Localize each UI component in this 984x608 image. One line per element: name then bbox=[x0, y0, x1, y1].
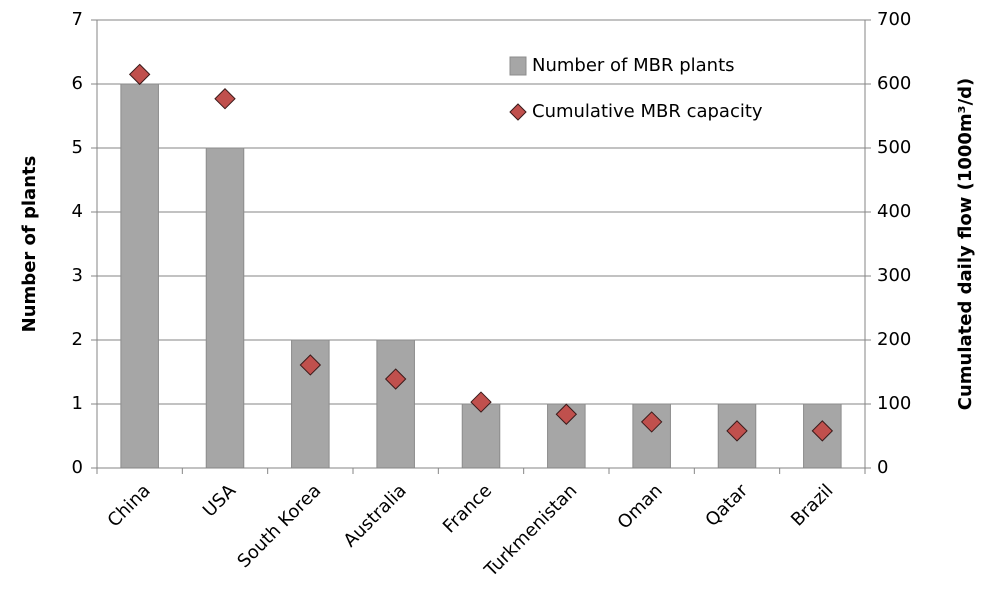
bar bbox=[376, 339, 415, 469]
y-tick-label: 2 bbox=[72, 329, 83, 350]
marker bbox=[384, 368, 407, 390]
marker bbox=[811, 420, 834, 442]
legend-swatch bbox=[509, 56, 527, 76]
y-tick-label: 3 bbox=[72, 265, 83, 286]
marker bbox=[214, 88, 236, 110]
y-axis-title: Number of plants bbox=[19, 156, 40, 333]
legend-label: Number of MBR plants bbox=[532, 55, 735, 76]
y2-tick-label: 100 bbox=[877, 393, 911, 414]
bar bbox=[803, 403, 842, 469]
x-tick-label: Brazil bbox=[787, 480, 837, 530]
marker bbox=[726, 420, 748, 442]
legend-swatch bbox=[509, 103, 527, 121]
x-tick-label: Australia bbox=[340, 480, 411, 551]
y2-tick-label: 600 bbox=[877, 73, 911, 94]
y2-tick-label: 500 bbox=[877, 137, 911, 158]
y-tick-label: 5 bbox=[72, 137, 83, 158]
legend-label: Cumulative MBR capacity bbox=[532, 101, 763, 122]
bar bbox=[205, 147, 245, 469]
marker bbox=[555, 403, 578, 425]
x-tick-label: China bbox=[104, 480, 155, 531]
x-tick-label: Oman bbox=[614, 480, 667, 533]
y-tick-label: 7 bbox=[72, 9, 83, 30]
y2-tick-label: 400 bbox=[877, 201, 911, 222]
x-tick-label: USA bbox=[199, 480, 241, 522]
bar bbox=[120, 83, 159, 469]
y2-tick-label: 300 bbox=[877, 265, 911, 286]
y2-tick-label: 200 bbox=[877, 329, 911, 350]
y2-tick-label: 700 bbox=[877, 9, 911, 30]
y2-tick-label: 0 bbox=[877, 457, 888, 478]
y-tick-label: 0 bbox=[72, 457, 83, 478]
x-tick-label: France bbox=[439, 480, 496, 537]
marker bbox=[640, 411, 663, 433]
y2-axis-title: Cumulated daily flow (1000m³/d) bbox=[955, 78, 976, 411]
y-tick-label: 1 bbox=[72, 393, 83, 414]
marker bbox=[128, 63, 151, 86]
x-tick-label: South Korea bbox=[233, 480, 325, 572]
bar bbox=[461, 403, 501, 469]
x-tick-label: Qatar bbox=[701, 480, 752, 531]
y-tick-label: 6 bbox=[72, 73, 83, 94]
marker bbox=[470, 391, 492, 413]
y-tick-label: 4 bbox=[72, 201, 83, 222]
marker bbox=[299, 354, 322, 376]
